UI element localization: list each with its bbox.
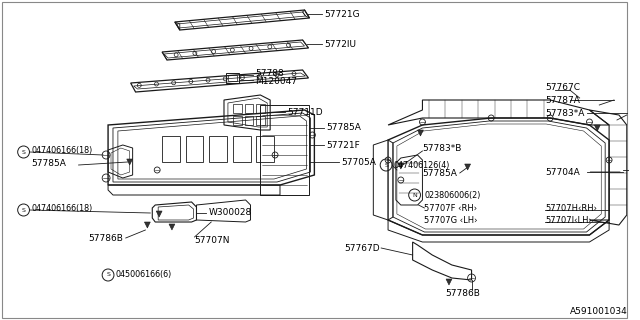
Bar: [257, 116, 265, 125]
Polygon shape: [446, 279, 452, 285]
Text: 57721G: 57721G: [324, 10, 360, 19]
Text: 57787A: 57787A: [545, 95, 580, 105]
Text: S: S: [22, 207, 26, 212]
Text: 57788: 57788: [255, 68, 284, 77]
Text: 047406166(18): 047406166(18): [31, 146, 93, 155]
Text: S: S: [106, 273, 110, 277]
Text: 57785A: 57785A: [422, 169, 458, 178]
Polygon shape: [417, 130, 424, 136]
Text: 57707G ‹LH›: 57707G ‹LH›: [424, 215, 478, 225]
Bar: [233, 136, 250, 162]
Bar: [257, 104, 265, 113]
Polygon shape: [145, 222, 150, 228]
Bar: [186, 136, 204, 162]
Polygon shape: [595, 125, 600, 131]
Polygon shape: [169, 224, 175, 230]
Text: 57711D: 57711D: [287, 108, 323, 116]
Text: W300028: W300028: [208, 207, 252, 217]
Text: 57786B: 57786B: [445, 289, 480, 298]
Text: S: S: [22, 149, 26, 155]
Text: 57783*A: 57783*A: [545, 108, 584, 117]
Text: 57707I‹LH›: 57707I‹LH›: [545, 215, 592, 225]
Bar: [233, 116, 242, 125]
Text: 57707N: 57707N: [195, 236, 230, 244]
Bar: [244, 116, 253, 125]
Text: 57785A: 57785A: [31, 158, 67, 167]
Text: 57705A: 57705A: [341, 157, 376, 166]
Polygon shape: [398, 163, 404, 169]
Text: 57707H‹RH›: 57707H‹RH›: [545, 204, 597, 212]
Text: A591001034: A591001034: [570, 308, 628, 316]
Bar: [162, 136, 180, 162]
Bar: [209, 136, 227, 162]
Text: 047406166(18): 047406166(18): [31, 204, 93, 212]
Text: 045006166(6): 045006166(6): [116, 270, 172, 279]
Text: 047406126(4): 047406126(4): [394, 161, 451, 170]
Text: 5772IU: 5772IU: [324, 39, 356, 49]
Polygon shape: [127, 159, 132, 165]
Text: 57767D: 57767D: [344, 244, 380, 252]
Bar: [257, 136, 274, 162]
Text: 57786B: 57786B: [88, 234, 124, 243]
Text: 57783*B: 57783*B: [422, 143, 462, 153]
Text: 57707F ‹RH›: 57707F ‹RH›: [424, 204, 477, 212]
Polygon shape: [156, 211, 162, 217]
Text: 57704A: 57704A: [545, 167, 580, 177]
Text: 023806006(2): 023806006(2): [424, 190, 481, 199]
Text: S: S: [384, 163, 388, 167]
Text: 57721F: 57721F: [326, 140, 360, 149]
Bar: [233, 104, 242, 113]
Polygon shape: [465, 164, 470, 170]
Text: 57785A: 57785A: [326, 123, 361, 132]
Bar: [244, 104, 253, 113]
Text: M120047: M120047: [255, 76, 298, 85]
Text: 57767C: 57767C: [545, 83, 580, 92]
Text: N: N: [412, 193, 417, 197]
